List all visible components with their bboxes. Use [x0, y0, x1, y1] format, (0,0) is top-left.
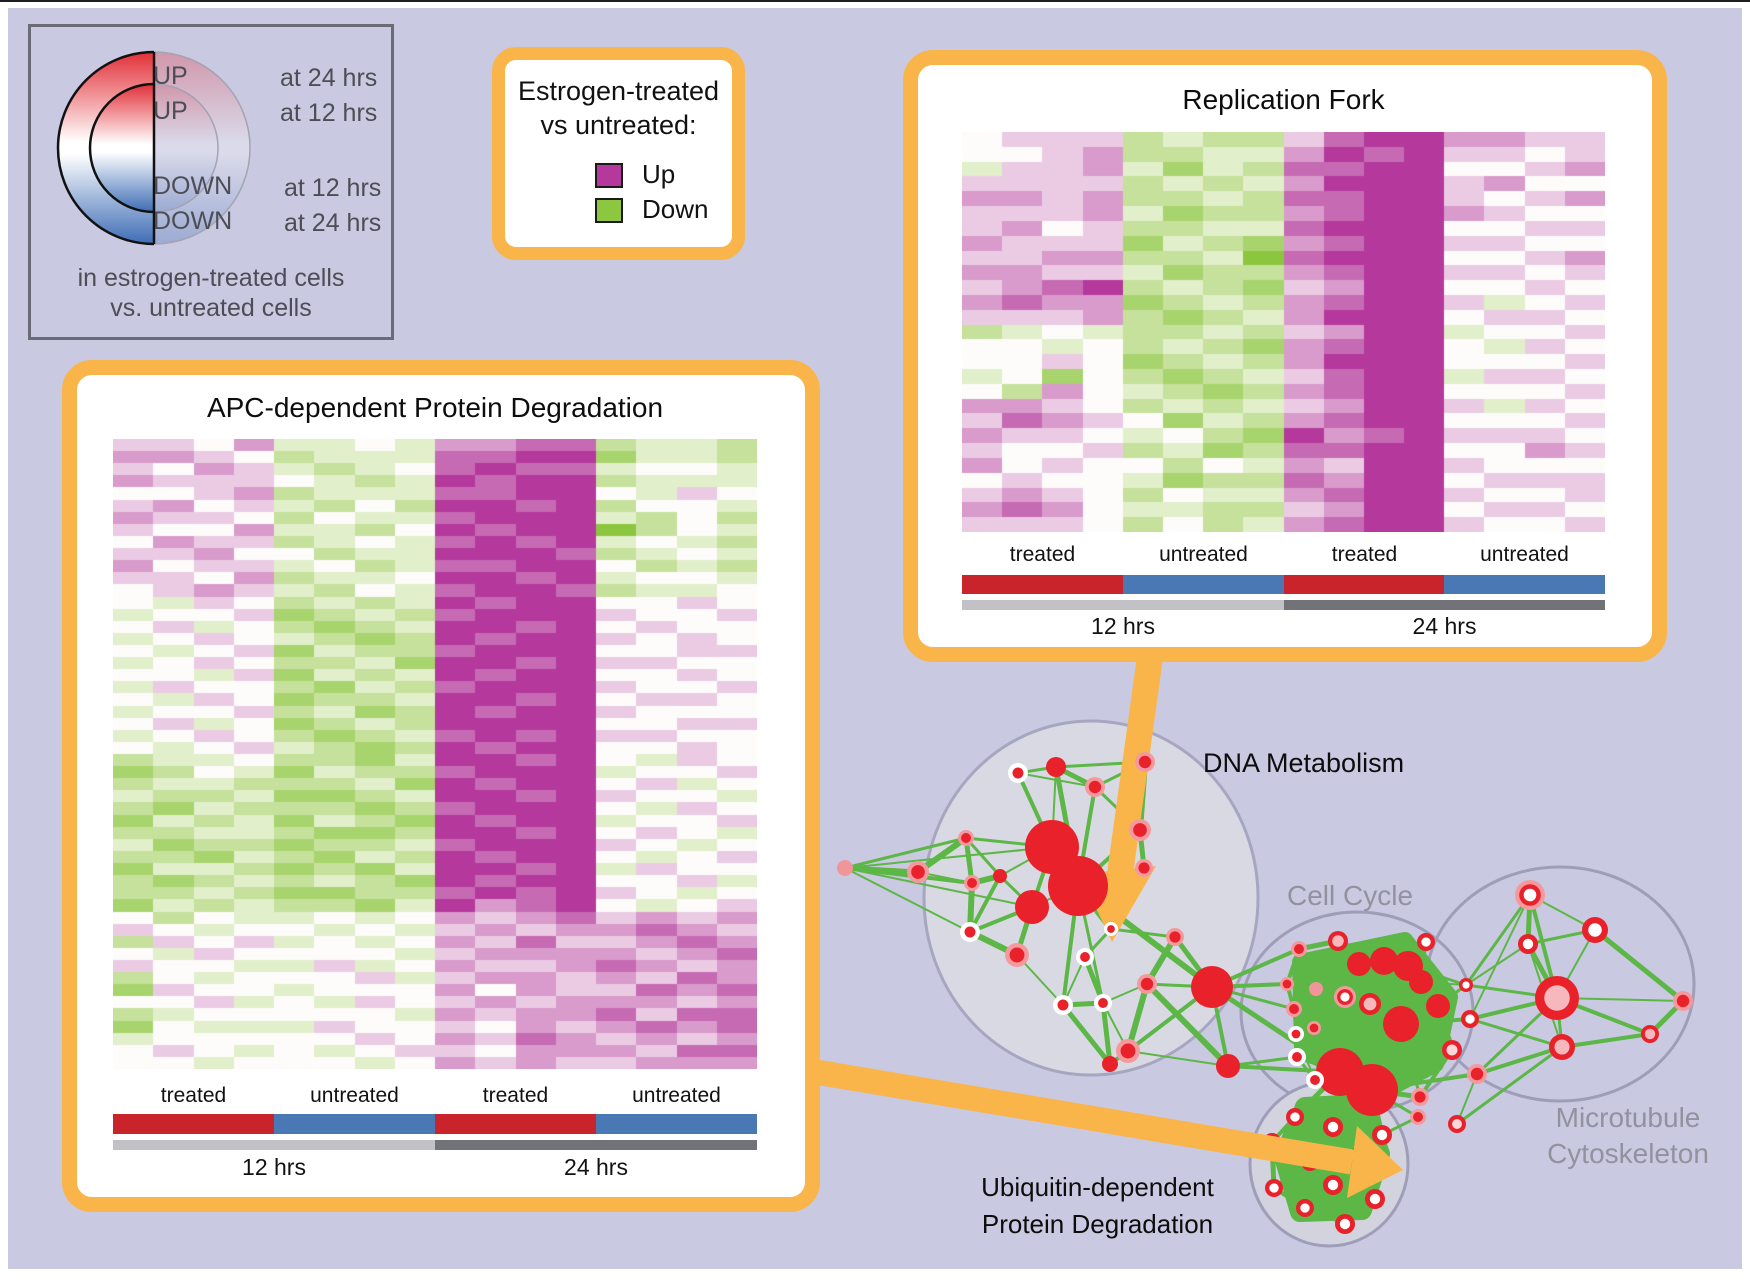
updown-legend-box: Estrogen-treated vs untreated: Up Down: [492, 47, 745, 260]
apc-group-label-2: untreated: [310, 1084, 399, 1107]
ring-legend-at12b: at 12 hrs: [284, 174, 382, 202]
ring-legend-at24b: at 24 hrs: [284, 209, 382, 237]
updown-legend-title1: Estrogen-treated: [517, 76, 720, 106]
apc-24hrs-label: 24 hrs: [564, 1154, 628, 1180]
microtubule-label-line2: Cytoskeleton: [1547, 1138, 1709, 1169]
ring-legend-down12: DOWN: [153, 172, 233, 200]
cell-cycle-label: Cell Cycle: [1287, 880, 1414, 911]
ring-legend-at12: at 12 hrs: [280, 99, 378, 127]
ring-legend-caption2: vs. untreated cells: [110, 294, 312, 322]
ring-legend-icon: [56, 50, 251, 246]
rf-12hrs-label: 12 hrs: [1091, 613, 1155, 639]
ubiquitin-label-line1: Ubiquitin-dependent: [981, 1172, 1214, 1202]
rf-group-label-1: treated: [1009, 543, 1076, 566]
ring-legend-box: UP at 24 hrs UP at 12 hrs DOWN at 12 hrs…: [28, 24, 394, 340]
apc-untreated-bar-1: [274, 1114, 435, 1134]
ring-legend-at24: at 24 hrs: [280, 64, 378, 92]
apc-12hrs-label: 12 hrs: [242, 1154, 306, 1180]
apc-group-label-4: untreated: [632, 1084, 721, 1107]
rf-group-label-4: untreated: [1480, 543, 1569, 566]
apc-treated-bar-2: [435, 1114, 596, 1134]
rf-12hrs-bar: [962, 600, 1284, 610]
ubiquitin-label-line2: Protein Degradation: [981, 1209, 1214, 1239]
microtubule-label-line1: Microtubule: [1555, 1102, 1701, 1133]
dna-metabolism-label: DNA Metabolism: [1203, 748, 1405, 778]
apc-24hrs-bar: [435, 1140, 757, 1150]
apc-untreated-bar-2: [596, 1114, 757, 1134]
rf-untreated-bar-2: [1444, 575, 1605, 594]
ring-legend-down24: DOWN: [153, 207, 233, 235]
down-label: Down: [642, 194, 709, 224]
rf-group-label-3: treated: [1331, 543, 1398, 566]
rf-untreated-bar-1: [1123, 575, 1284, 594]
down-color-swatch: [595, 198, 623, 223]
rf-24hrs-bar: [1284, 600, 1605, 610]
rf-title: Replication Fork: [1182, 84, 1385, 115]
rf-group-label-2: untreated: [1159, 543, 1248, 566]
apc-heatmap: [113, 439, 757, 1069]
apc-group-label-3: treated: [482, 1084, 549, 1107]
up-color-swatch: [595, 163, 623, 188]
rf-24hrs-label: 24 hrs: [1412, 613, 1477, 639]
apc-title: APC-dependent Protein Degradation: [206, 392, 664, 423]
up-label: Up: [642, 159, 676, 189]
ring-legend-up12: UP: [153, 97, 188, 125]
rf-treated-bar-2: [1284, 575, 1444, 594]
apc-treated-bar-1: [113, 1114, 274, 1134]
ring-legend-up24: UP: [153, 62, 188, 90]
ring-legend-caption1: in estrogen-treated cells: [77, 264, 345, 292]
rf-heatmap: [962, 132, 1605, 532]
rf-treated-bar-1: [962, 575, 1123, 594]
apc-12hrs-bar: [113, 1140, 435, 1150]
apc-group-label-1: treated: [160, 1084, 227, 1107]
updown-legend-title2: vs untreated:: [540, 110, 697, 140]
